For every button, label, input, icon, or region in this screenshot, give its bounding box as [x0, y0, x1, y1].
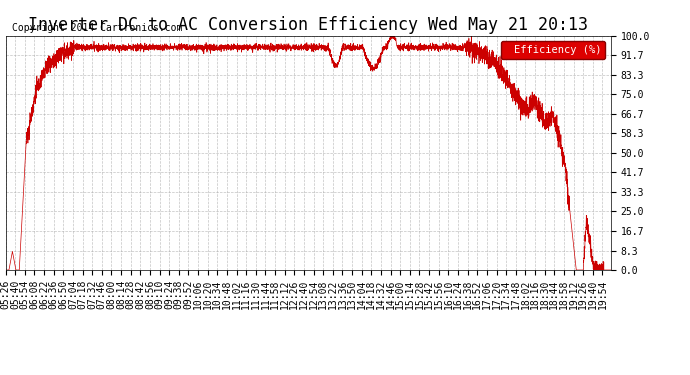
Title: Inverter DC to AC Conversion Efficiency Wed May 21 20:13: Inverter DC to AC Conversion Efficiency …: [28, 16, 588, 34]
Text: Copyright 2014 Cartronics.com: Copyright 2014 Cartronics.com: [12, 23, 182, 33]
Legend: Efficiency (%): Efficiency (%): [501, 41, 605, 59]
